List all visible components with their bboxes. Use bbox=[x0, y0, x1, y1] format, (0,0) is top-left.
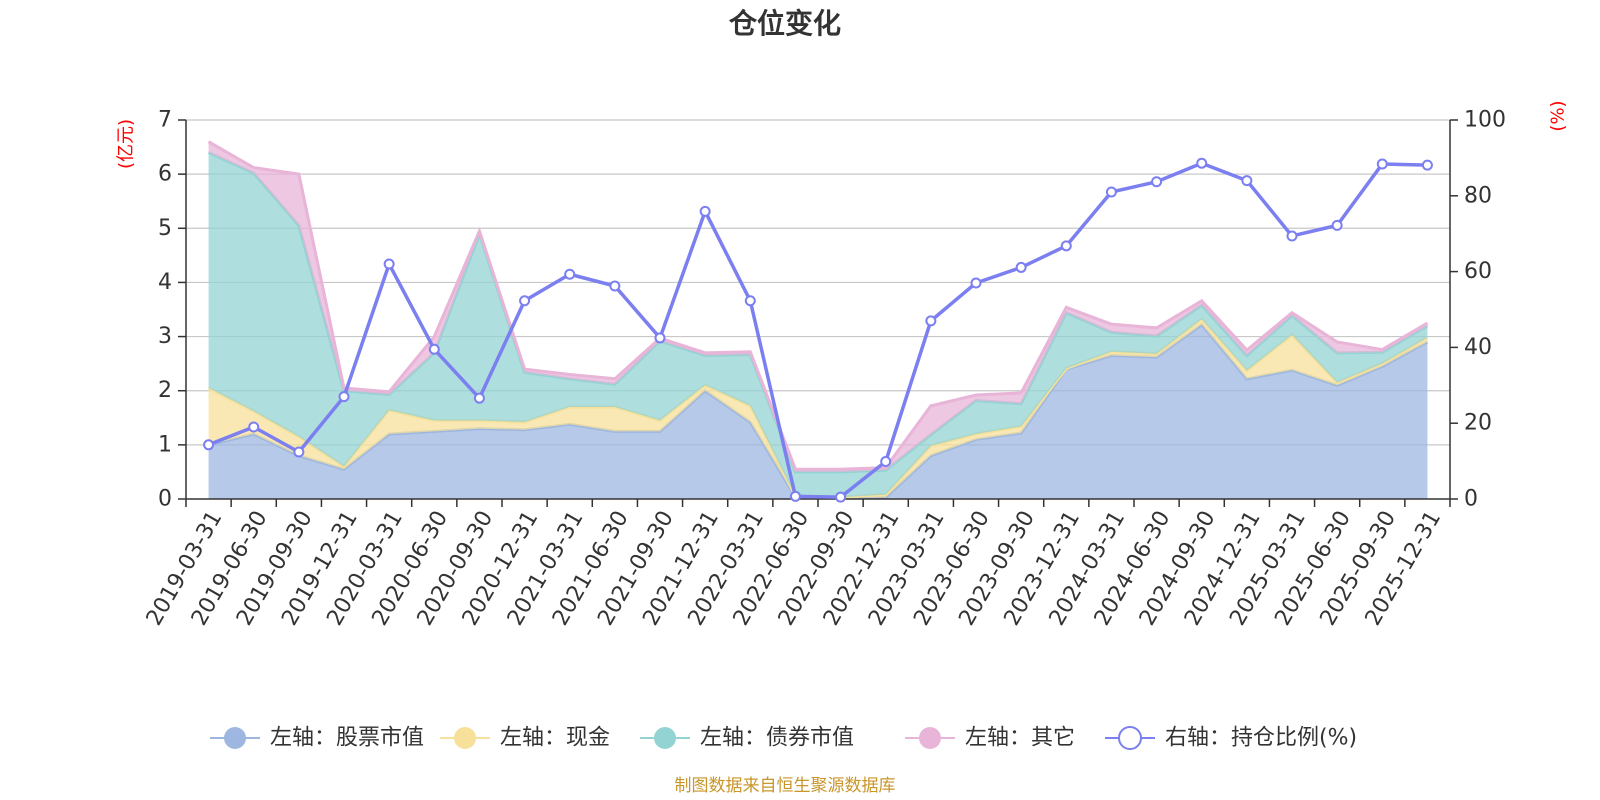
holding-ratio-point bbox=[1060, 240, 1072, 252]
left-tick-label: 5 bbox=[158, 216, 172, 241]
holding-ratio-line bbox=[203, 157, 1433, 503]
left-tick-label: 7 bbox=[158, 108, 172, 133]
left-tick-label: 1 bbox=[158, 432, 172, 457]
legend-item-4[interactable]: 右轴：持仓比例(%) bbox=[1105, 726, 1357, 751]
holding-ratio-point bbox=[880, 455, 892, 467]
right-tick-label: 40 bbox=[1464, 335, 1492, 360]
holding-ratio-point bbox=[925, 315, 937, 327]
holding-ratio-point bbox=[970, 277, 982, 289]
holding-ratio-point bbox=[1286, 230, 1298, 242]
source-note: 制图数据来自恒生聚源数据库 bbox=[675, 776, 896, 796]
left-tick-label: 4 bbox=[158, 270, 172, 295]
holding-ratio-point bbox=[338, 391, 350, 403]
holding-ratio-point bbox=[473, 392, 485, 404]
legend-swatch-marker bbox=[654, 727, 676, 749]
legend-swatch-marker bbox=[224, 727, 246, 749]
legend-label: 左轴：债券市值 bbox=[700, 726, 854, 751]
holding-ratio-point bbox=[293, 446, 305, 458]
chart-title: 仓位变化 bbox=[729, 7, 841, 40]
area-series-2 bbox=[208, 152, 1428, 498]
holding-ratio-point bbox=[1015, 261, 1027, 273]
area-series-0 bbox=[208, 324, 1428, 499]
holding-ratio-point bbox=[789, 490, 801, 502]
legend-label: 右轴：持仓比例(%) bbox=[1165, 726, 1357, 751]
holding-ratio-point bbox=[1105, 186, 1117, 198]
legend: 左轴：股票市值 左轴：现金 左轴：债券市值 左轴：其它 右轴：持仓比例(%) bbox=[210, 726, 1357, 751]
left-tick-label: 3 bbox=[158, 324, 172, 349]
legend-item-1[interactable]: 左轴：现金 bbox=[440, 726, 610, 751]
right-axis-unit: (%) bbox=[1548, 100, 1569, 131]
legend-item-3[interactable]: 左轴：其它 bbox=[905, 726, 1075, 751]
legend-swatch-marker bbox=[454, 727, 476, 749]
holding-ratio-point bbox=[1376, 158, 1388, 170]
area-series-edge-3 bbox=[207, 140, 1429, 471]
holding-ratio-point bbox=[203, 439, 215, 451]
holding-ratio-point bbox=[1241, 175, 1253, 187]
holding-ratio-point bbox=[428, 343, 440, 355]
holding-ratio-point bbox=[1196, 157, 1208, 169]
holding-ratio-point bbox=[519, 295, 531, 307]
holding-ratio-point bbox=[564, 268, 576, 280]
left-tick-label: 0 bbox=[158, 487, 172, 512]
holding-ratio-point bbox=[654, 332, 666, 344]
legend-swatch-marker bbox=[1118, 726, 1142, 750]
legend-swatch-marker bbox=[919, 727, 941, 749]
holding-ratio-point bbox=[1151, 176, 1163, 188]
legend-label: 左轴：现金 bbox=[500, 726, 610, 751]
legend-label: 左轴：股票市值 bbox=[270, 726, 424, 751]
holding-ratio-point bbox=[383, 258, 395, 270]
holding-ratio-point bbox=[609, 280, 621, 292]
legend-item-2[interactable]: 左轴：债券市值 bbox=[640, 726, 854, 751]
right-tick-label: 100 bbox=[1464, 108, 1506, 133]
right-tick-label: 20 bbox=[1464, 411, 1492, 436]
holding-ratio-point bbox=[699, 205, 711, 217]
holding-ratio-point bbox=[744, 295, 756, 307]
holding-ratio-point bbox=[835, 491, 847, 503]
holding-ratio-point bbox=[1331, 219, 1343, 231]
right-tick-label: 0 bbox=[1464, 487, 1478, 512]
left-tick-label: 2 bbox=[158, 378, 172, 403]
holding-ratio-path bbox=[207, 161, 1428, 499]
right-tick-label: 80 bbox=[1464, 183, 1492, 208]
holding-ratio-point bbox=[1421, 159, 1433, 171]
left-tick-label: 6 bbox=[158, 162, 172, 187]
legend-label: 左轴：其它 bbox=[965, 726, 1075, 751]
left-axis-unit: (亿元) bbox=[116, 119, 137, 169]
right-tick-label: 60 bbox=[1464, 259, 1492, 284]
legend-item-0[interactable]: 左轴：股票市值 bbox=[210, 726, 424, 751]
holding-ratio-point bbox=[248, 421, 260, 433]
